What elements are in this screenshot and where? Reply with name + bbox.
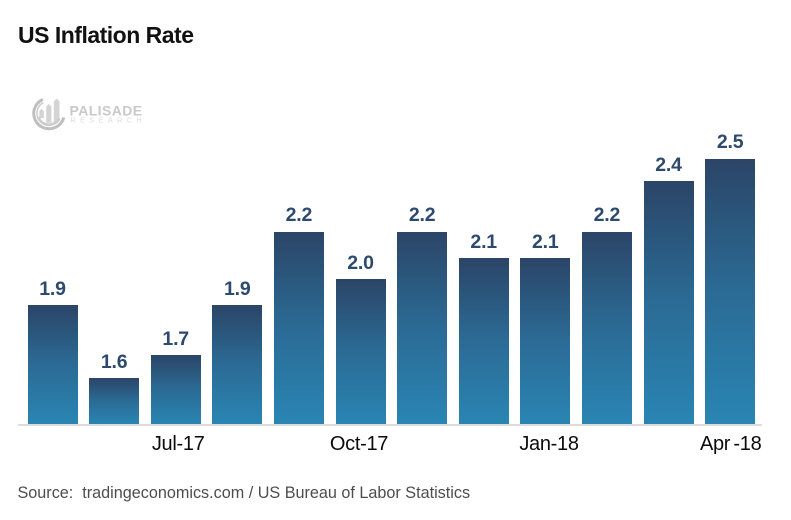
svg-text:RESEARCH: RESEARCH [71, 118, 147, 125]
svg-text:PALISADE: PALISADE [70, 102, 143, 118]
